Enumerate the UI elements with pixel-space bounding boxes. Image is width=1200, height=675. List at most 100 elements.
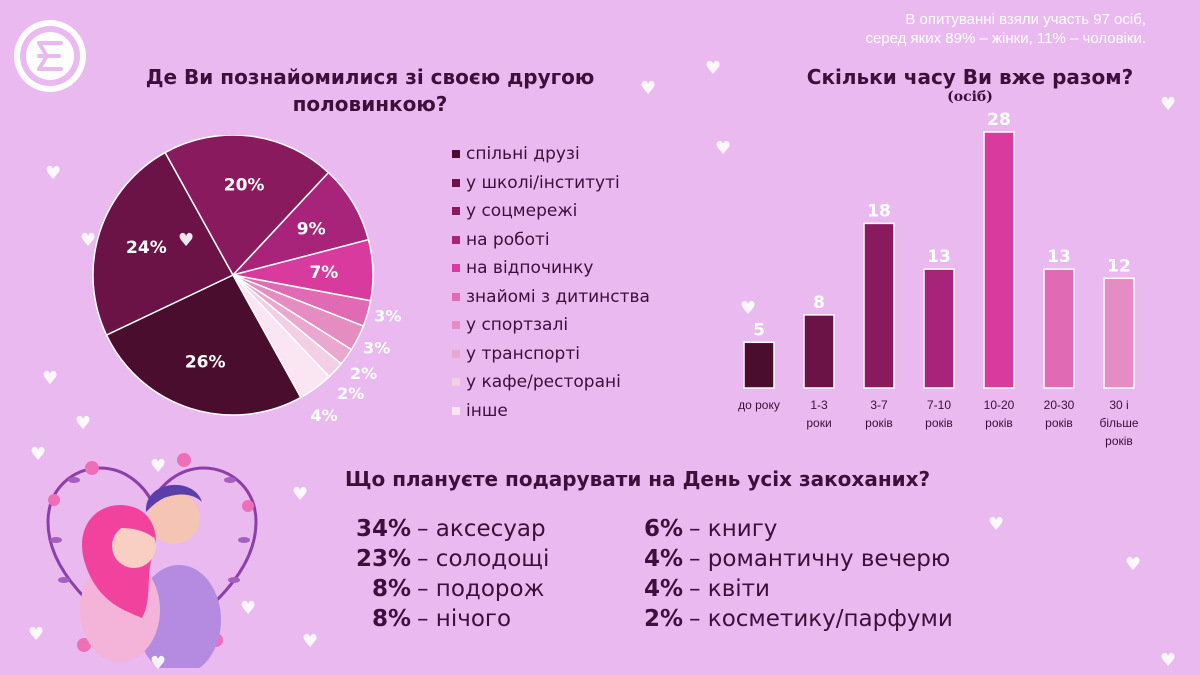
background-heart-icon: ♥ [28, 624, 45, 645]
bar-category-label: років [865, 416, 893, 430]
pie-slice-label: 26% [185, 353, 226, 373]
legend-item: спільні друзі [452, 140, 650, 169]
legend-label: у кафе/ресторані [466, 372, 621, 393]
background-heart-icon: ♥ [705, 58, 722, 79]
pie-slice [164, 135, 330, 277]
gift-percent: 2% [643, 606, 683, 632]
legend-label: на відпочинку [466, 258, 594, 279]
gift-label: – квіти [689, 576, 770, 602]
background-heart-icon: ♥ [80, 230, 97, 251]
bar-chart-subtitle: (осіб) [947, 89, 993, 105]
bar [743, 341, 775, 389]
gift-label: – романтичну вечерю [689, 546, 951, 572]
legend-swatch [452, 292, 460, 301]
legend-item: у транспорті [452, 340, 650, 369]
gifts-list-left: 34% – аксесуар 23% – солодощі 8% – подорож … [345, 514, 549, 634]
bar-category-label: 10-20 [984, 398, 1015, 412]
bar-category-label: більше [1099, 416, 1138, 430]
pie-slice-label: 2% [337, 384, 364, 403]
background-heart-icon: ♥ [988, 514, 1005, 535]
pie-slice-label: 24% [126, 238, 167, 258]
gift-label: – солодощі [417, 546, 550, 572]
legend-swatch [452, 406, 460, 415]
legend-swatch [452, 264, 460, 273]
gift-percent: 34% [355, 516, 411, 542]
gift-label: – книгу [689, 516, 778, 542]
bar-category-label: 30 і [1109, 398, 1128, 412]
background-heart-icon: ♥ [150, 456, 167, 477]
legend-item: інше [452, 397, 650, 426]
legend-label: знайомі з дитинства [466, 286, 650, 307]
legend-label: спільні друзі [466, 144, 580, 165]
legend-item: на відпочинку [452, 254, 650, 283]
background-heart-icon: ♥ [640, 78, 657, 99]
legend-swatch [452, 349, 460, 358]
gift-item: 23% – солодощі [345, 544, 549, 574]
background-heart-icon: ♥ [150, 653, 167, 674]
legend-item: у соцмережі [452, 197, 650, 226]
legend-label: у школі/інституті [466, 172, 620, 193]
bar-value-label: 18 [867, 201, 891, 221]
logo [14, 20, 86, 92]
bar-value-label: 13 [1047, 247, 1071, 267]
gift-item: 34% – аксесуар [345, 514, 549, 544]
pie-slice [232, 274, 331, 399]
bar-category-label: 7-10 [927, 398, 951, 412]
bar-category-label: роки [806, 416, 831, 430]
gifts-title: Що плануєте подарувати на День усіх зако… [345, 467, 931, 491]
legend-label: інше [466, 400, 508, 421]
bar-category-label: до року [738, 398, 780, 412]
pie-legend: спільні друзі у школі/інституті у соцмереж… [452, 140, 650, 425]
gift-item: 6% – книгу [632, 514, 953, 544]
legend-swatch [452, 150, 460, 159]
bar [1103, 277, 1135, 389]
legend-label: у транспорті [466, 343, 580, 364]
bar-value-label: 28 [987, 110, 1011, 130]
pie-chart: 26% 24% 20% 9% 7% 3% 3% 2%2% 4% [92, 135, 401, 425]
bar-chart: 5 до року 8 1-3 роки 18 3-7 років 13 7-10 років 28 1… [738, 110, 1139, 448]
gift-label: – нічого [417, 606, 512, 632]
background-heart-icon: ♥ [30, 444, 47, 465]
survey-note-line: В опитуванні взяли участь 97 осіб, [905, 11, 1146, 28]
pie-slice [230, 171, 370, 277]
gift-item: 2% – косметику/парфуми [632, 604, 953, 634]
background-heart-icon: ♥ [740, 298, 757, 319]
gift-label: – аксесуар [417, 516, 546, 542]
gift-item: 8% – подорож [345, 574, 549, 604]
pie-chart-title-line: Де Ви познайомилися зі своєю другою [145, 65, 595, 89]
survey-note-line: серед яких 89% – жінки, 11% – чоловіки. [865, 30, 1146, 47]
background-heart-icon: ♥ [1160, 650, 1177, 671]
background-heart-icon: ♥ [240, 598, 257, 619]
legend-item: на роботі [452, 226, 650, 255]
bar-category-label: років [1045, 416, 1073, 430]
bar-category-label: років [985, 416, 1013, 430]
bar-chart-title: Скільки часу Ви вже разом? [806, 65, 1134, 89]
gift-percent: 8% [371, 576, 411, 602]
pie-slice-label: 2% [350, 364, 377, 383]
legend-item: знайомі з дитинства [452, 283, 650, 312]
pie-slice-label: 4% [311, 406, 338, 425]
legend-label: у соцмережі [466, 201, 578, 222]
background-heart-icon: ♥ [292, 484, 309, 505]
bar [863, 222, 895, 389]
bar [923, 268, 955, 389]
bar-value-label: 8 [813, 293, 825, 313]
legend-label: на роботі [466, 229, 550, 250]
bar [1043, 268, 1075, 389]
legend-swatch [452, 207, 460, 216]
background-heart-icon: ♥ [178, 230, 195, 251]
pie-chart-title-line: половинкою? [292, 92, 448, 116]
gift-label: – подорож [417, 576, 545, 602]
gift-label: – косметику/парфуми [689, 606, 953, 632]
legend-swatch [452, 378, 460, 387]
gift-item: 4% – квіти [632, 574, 953, 604]
background-heart-icon: ♥ [1160, 94, 1177, 115]
background-heart-icon: ♥ [1125, 554, 1142, 575]
gift-item: 4% – романтичну вечерю [632, 544, 953, 574]
gift-percent: 4% [643, 576, 683, 602]
background-heart-icon: ♥ [42, 368, 59, 389]
bar-category-label: років [925, 416, 953, 430]
bar-category-label: 20-30 [1044, 398, 1075, 412]
legend-item: у школі/інституті [452, 169, 650, 198]
pie-slice-label: 3% [363, 339, 390, 358]
